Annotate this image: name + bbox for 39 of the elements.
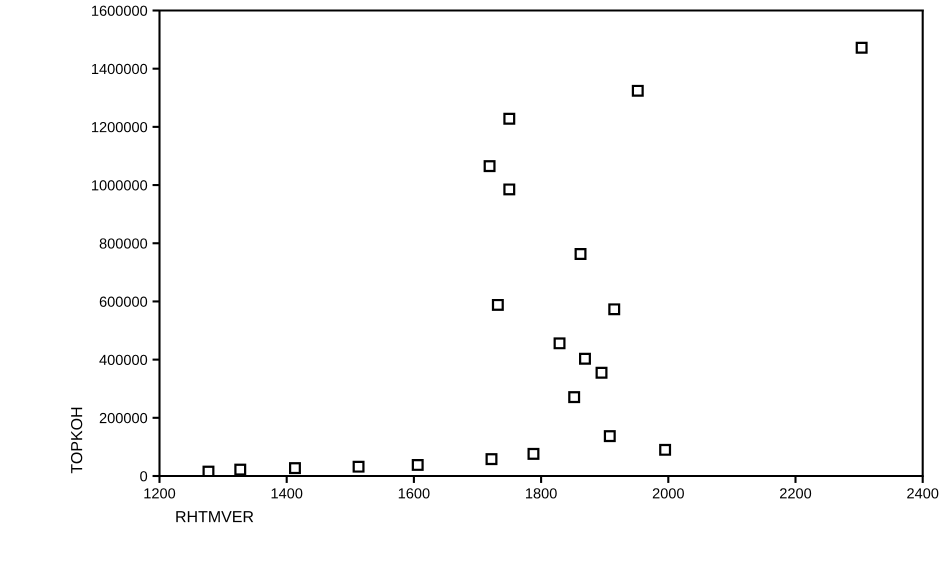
y-tick-label: 400000 [99,354,148,366]
point [527,448,540,460]
x-tick-label: 1200 [144,488,176,499]
x-tick-label: 2000 [652,488,684,499]
point [503,112,516,125]
point [596,366,608,379]
point [288,462,301,474]
point [554,337,566,350]
x-tick-label: 1600 [398,488,430,499]
point [486,453,498,466]
y-tick-label: 200000 [100,412,148,424]
y-tick-label: 800000 [100,238,148,249]
point [659,444,672,456]
point [632,84,644,97]
y-tick-label: 1600000 [92,6,148,16]
x-tick-label: 2200 [780,488,812,499]
point [492,298,504,311]
x-tick-label: 1800 [526,488,557,499]
point [608,303,620,316]
y-tick-label: 1400000 [92,64,148,74]
point [412,458,424,471]
point [574,248,587,260]
point [856,42,868,54]
x-tick-label: 1400 [272,488,302,499]
y-axis-title: TOPKOH [70,408,82,474]
x-tick-label: 2400 [907,488,938,499]
y-tick-label: 1200000 [92,122,148,132]
point [202,466,214,476]
y-tick-label: 600000 [100,296,148,307]
y-tick-label: 0 [140,471,148,482]
x-axis-title: RHTMVER [176,511,254,522]
point [503,183,516,196]
y-tick-label: 1000000 [92,180,148,190]
point [568,391,580,404]
point [484,160,496,172]
point [234,464,246,476]
point [579,352,591,365]
point [604,430,616,442]
point [352,460,365,473]
